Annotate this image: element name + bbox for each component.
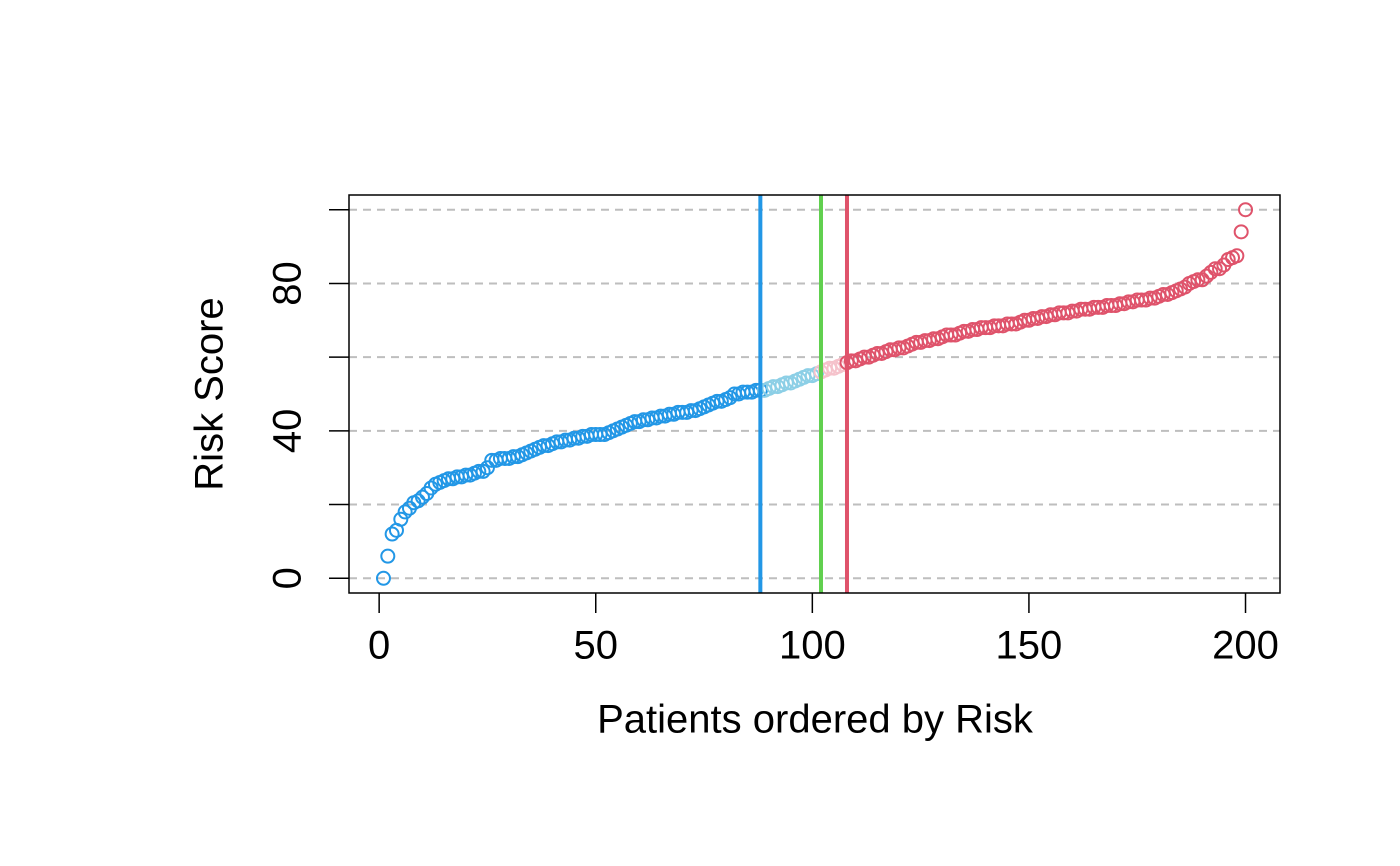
- point: [380, 548, 396, 564]
- y-tick-label: 40: [266, 409, 310, 454]
- point: [397, 504, 413, 520]
- y-tick-label: 80: [266, 261, 310, 306]
- y-tick-label: 0: [266, 567, 310, 589]
- point: [1233, 224, 1249, 240]
- x-tick-label: 150: [996, 624, 1063, 668]
- point: [1229, 248, 1245, 264]
- point: [475, 463, 491, 479]
- point: [384, 526, 400, 542]
- point: [1238, 202, 1254, 218]
- point: [410, 493, 426, 509]
- point: [479, 460, 495, 476]
- point: [1212, 261, 1228, 277]
- point: [375, 570, 391, 586]
- x-tick-label: 0: [368, 624, 390, 668]
- point: [1207, 261, 1223, 277]
- point: [414, 489, 430, 505]
- point: [1199, 268, 1215, 284]
- point: [1194, 272, 1210, 288]
- point: [1203, 264, 1219, 280]
- point: [722, 390, 738, 406]
- point: [393, 511, 409, 527]
- x-axis-label: Patients ordered by Risk: [597, 698, 1034, 742]
- x-tick-label: 200: [1212, 624, 1279, 668]
- x-tick-label: 50: [573, 624, 618, 668]
- plot-frame: [348, 194, 1281, 594]
- point: [1190, 272, 1206, 288]
- x-tick-label: 100: [779, 624, 846, 668]
- point: [471, 463, 487, 479]
- y-axis-label: Risk Score: [188, 297, 232, 490]
